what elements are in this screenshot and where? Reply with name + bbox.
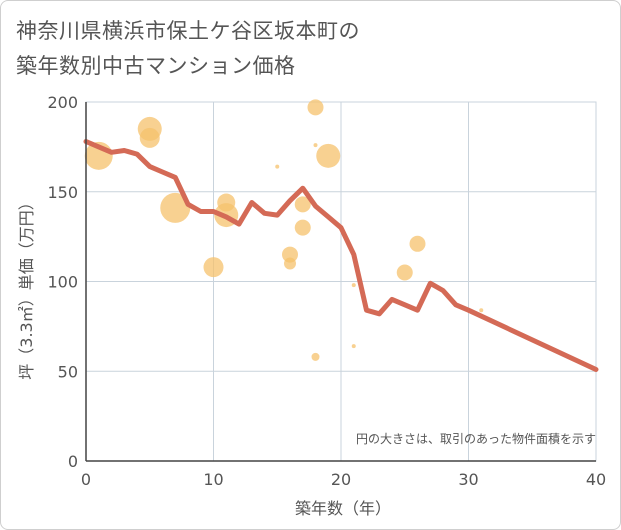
trend-line [83, 139, 599, 372]
bubble-point [311, 352, 320, 361]
bubble-point [307, 99, 324, 116]
x-tick-label: 10 [203, 470, 223, 489]
tick-labels: 0 50 100 150 200 0 10 20 30 40 [47, 93, 606, 489]
y-tick-label: 150 [47, 183, 78, 202]
chart-title: 神奈川県横浜市保土ケ谷区坂本町の 築年数別中古マンション価格 [16, 14, 360, 84]
bubble-point [294, 219, 311, 236]
bubble-series [84, 99, 484, 361]
bubble-point [479, 308, 484, 313]
x-tick-label: 20 [331, 470, 351, 489]
bubble-point [294, 196, 311, 213]
y-tick-label: 0 [68, 452, 78, 471]
grid-lines [85, 101, 597, 462]
bubble-point [160, 192, 191, 223]
bubble-point [139, 127, 160, 148]
chart-title-line-1: 神奈川県横浜市保土ケ谷区坂本町の [16, 19, 360, 43]
bubble-point [351, 344, 356, 349]
bubble-point [284, 257, 296, 270]
chart-title-line-2: 築年数別中古マンション価格 [16, 54, 296, 78]
bubble-point [313, 143, 318, 148]
trend-line-series [83, 139, 599, 372]
axes [85, 102, 596, 462]
x-tick-label: 0 [81, 470, 91, 489]
y-tick-label: 100 [47, 273, 78, 292]
y-tick-label: 50 [58, 362, 78, 381]
x-tick-label: 40 [586, 470, 606, 489]
bubble-point [351, 283, 356, 288]
bubble-point [396, 264, 413, 281]
x-axis-title: 築年数（年） [295, 499, 391, 518]
size-legend-note: 円の大きさは、取引のあった物件面積を示す [356, 431, 596, 446]
bubble-point [282, 246, 298, 263]
y-axis-title: 坪（3.3㎡）単価（万円） [17, 194, 36, 379]
x-tick-label: 30 [458, 470, 478, 489]
bubble-point [316, 143, 341, 168]
bubble-point [409, 235, 426, 252]
bubble-point [275, 164, 280, 169]
y-tick-label: 200 [47, 93, 78, 112]
bubble-point [203, 257, 224, 278]
